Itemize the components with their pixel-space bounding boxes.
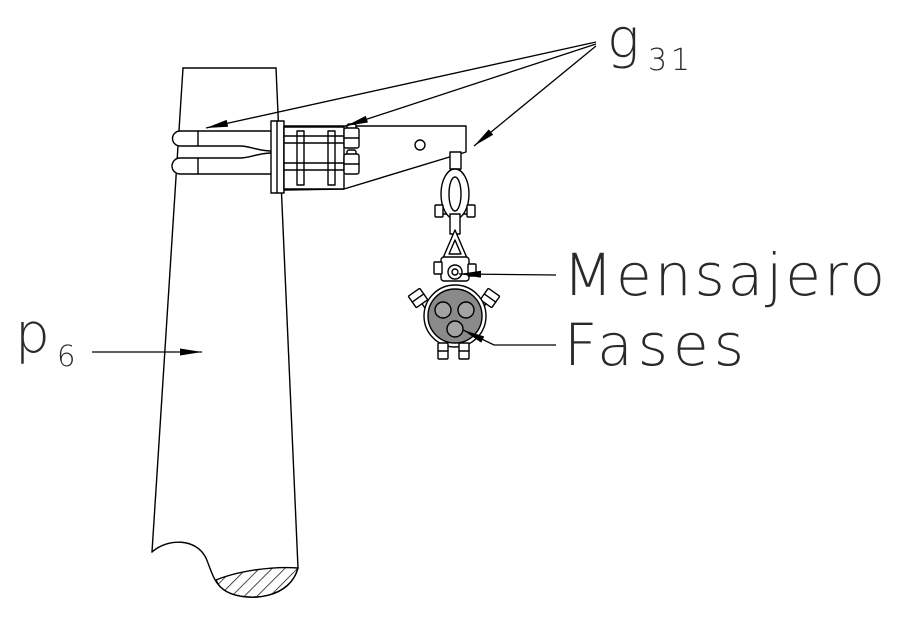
chain-link-inner [448, 176, 462, 212]
phases-arrow [462, 329, 556, 346]
pin-nut-left [434, 204, 444, 218]
phase-conductor-2 [457, 301, 475, 319]
upper-strap [171, 130, 273, 152]
label-p-subscript: 6 [57, 339, 75, 373]
lower-strap [171, 152, 273, 175]
clamp-top-bolt-left [433, 261, 443, 275]
bolt-block [283, 123, 360, 190]
cable-clamp [407, 284, 501, 360]
pole-section-hatch [215, 566, 299, 598]
suspension-hanger [433, 151, 477, 282]
pole-clamp-straps [171, 130, 273, 175]
messenger-arrow [458, 270, 557, 278]
phase-conductor-1 [434, 301, 452, 319]
label-messenger: Mensajero [563, 241, 885, 309]
g-arrow-to-bolts [345, 43, 597, 127]
hanger-eye [449, 151, 462, 170]
washer-right [327, 130, 336, 186]
label-p: p [15, 301, 50, 365]
phase-conductor-3 [446, 320, 464, 338]
label-g-subscript: 31 [648, 43, 690, 78]
g-arrow-to-arm [473, 45, 597, 147]
messenger-wire-core [451, 268, 459, 276]
label-g: g [607, 7, 639, 70]
base-plate [270, 120, 285, 194]
clamp-bolt-left [407, 287, 429, 311]
pin-nut-right [466, 204, 476, 218]
arm-hole [414, 139, 426, 151]
washer-left [296, 130, 305, 186]
clamp-bolt-right [479, 287, 501, 311]
pole-left-edge [151, 67, 184, 553]
label-phases: Fases [564, 311, 744, 379]
g-arrow-to-strap [205, 41, 597, 129]
clamp-bolt-right-face [483, 293, 497, 303]
leader-arrows [92, 41, 597, 356]
clamp-bolt-left-face [411, 293, 425, 303]
clevis-triangle-inner [448, 239, 462, 255]
